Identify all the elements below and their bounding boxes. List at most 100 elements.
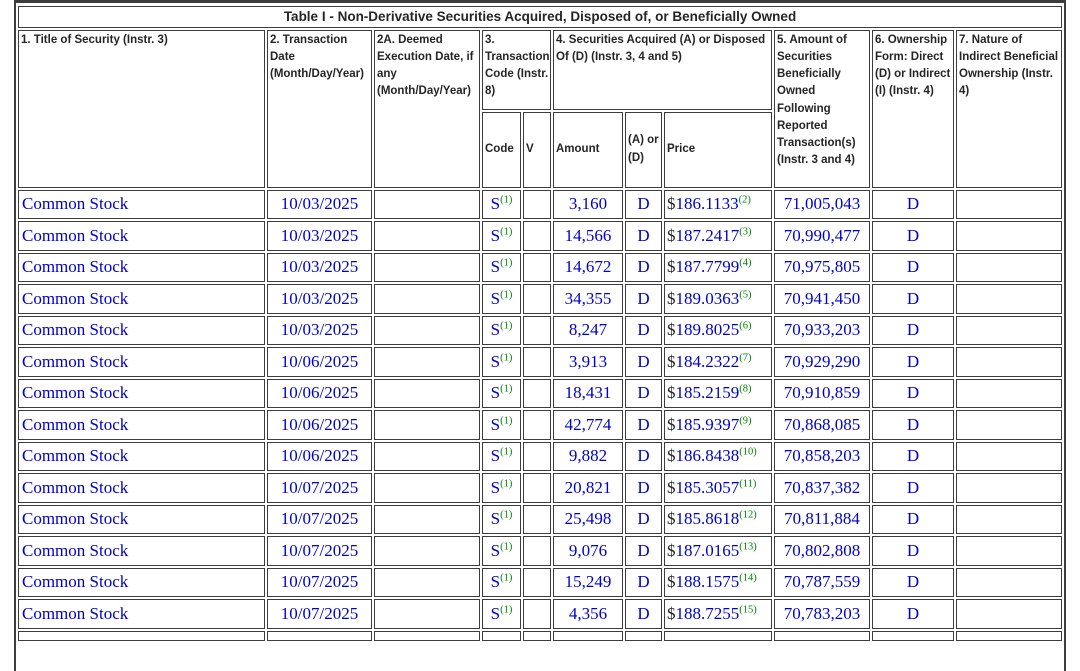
cell-voluntary-flag	[523, 410, 551, 440]
cell-transaction-code: S(1)	[482, 410, 521, 440]
cell-ownership-form: D	[872, 567, 954, 597]
cell-acquired-or-disposed: D	[625, 378, 662, 408]
cell-ownership-form: D	[872, 315, 954, 345]
cell-voluntary-flag	[523, 567, 551, 597]
cell-price: $188.1575(14)	[664, 567, 772, 597]
cell-amount: 3,160	[553, 189, 623, 219]
cell-amount: 20,821	[553, 473, 623, 503]
cell-transaction-date: 10/07/2025	[267, 567, 372, 597]
cell-nature-indirect	[956, 189, 1062, 219]
dollar-sign: $	[667, 414, 676, 434]
cell-amount: 34,355	[553, 284, 623, 314]
cell-ownership-form: D	[872, 221, 954, 251]
cell-ownership-form: D	[872, 252, 954, 282]
footnote-ref: (11)	[739, 478, 757, 490]
footnote-ref: (8)	[739, 383, 752, 395]
cell-voluntary-flag	[523, 536, 551, 566]
cell-price: $185.3057(11)	[664, 473, 772, 503]
footnote-ref: (2)	[738, 194, 751, 206]
cell-ownership-form: D	[872, 410, 954, 440]
footnote-ref: (12)	[739, 509, 757, 521]
footnote-ref: (1)	[500, 415, 513, 427]
cell-deemed-execution-date	[374, 315, 480, 345]
dollar-sign: $	[667, 509, 676, 529]
footnote-ref: (1)	[500, 509, 513, 521]
cell-transaction-date: 10/06/2025	[267, 378, 372, 408]
footnote-ref: (1)	[500, 446, 513, 458]
cell-voluntary-flag	[523, 599, 551, 629]
dollar-sign: $	[667, 477, 676, 497]
dollar-sign: $	[667, 383, 676, 403]
subheader-code: Code	[482, 111, 521, 188]
cell-shares-owned-following: 70,802,808	[774, 536, 870, 566]
cell-price: $188.7255(15)	[664, 599, 772, 629]
cell-nature-indirect	[956, 567, 1062, 597]
cell-amount: 14,672	[553, 252, 623, 282]
cell-voluntary-flag	[523, 347, 551, 377]
cell-shares-owned-following: 70,783,203	[774, 599, 870, 629]
cell-deemed-execution-date	[374, 410, 480, 440]
footnote-ref: (15)	[739, 604, 757, 616]
cell-title-of-security: Common Stock	[18, 504, 265, 534]
cell-transaction-code: S(1)	[482, 284, 521, 314]
dollar-sign: $	[667, 603, 676, 623]
table-i-non-derivative: Table I - Non-Derivative Securities Acqu…	[16, 4, 1064, 643]
cell-acquired-or-disposed: D	[625, 567, 662, 597]
dollar-sign: $	[667, 446, 676, 466]
cell-title-of-security: Common Stock	[18, 567, 265, 597]
top-border-rule	[16, 0, 1064, 3]
cell-deemed-execution-date	[374, 536, 480, 566]
cell-nature-indirect	[956, 252, 1062, 282]
footnote-ref: (7)	[739, 352, 752, 364]
cell-price: $186.8438(10)	[664, 441, 772, 471]
header-amount-owned-following: 5. Amount of Securities Beneficially Own…	[774, 29, 870, 188]
cell-title-of-security: Common Stock	[18, 252, 265, 282]
cell-voluntary-flag	[523, 189, 551, 219]
cell-shares-owned-following: 70,910,859	[774, 378, 870, 408]
footnote-ref: (9)	[739, 415, 752, 427]
cell-nature-indirect	[956, 221, 1062, 251]
cell-deemed-execution-date	[374, 567, 480, 597]
cell-shares-owned-following: 70,990,477	[774, 221, 870, 251]
cell-amount: 9,076	[553, 536, 623, 566]
cell-transaction-code: S(1)	[482, 504, 521, 534]
cell-shares-owned-following: 70,868,085	[774, 410, 870, 440]
cell-transaction-code: S(1)	[482, 599, 521, 629]
cell-shares-owned-following: 70,933,203	[774, 315, 870, 345]
cell-nature-indirect	[956, 378, 1062, 408]
cell-transaction-date: 10/03/2025	[267, 284, 372, 314]
footnote-ref: (1)	[500, 226, 513, 238]
cell-shares-owned-following: 70,941,450	[774, 284, 870, 314]
footnote-ref: (1)	[500, 383, 513, 395]
cell-acquired-or-disposed: D	[625, 441, 662, 471]
cell-title-of-security: Common Stock	[18, 410, 265, 440]
cell-transaction-date: 10/06/2025	[267, 347, 372, 377]
footnote-ref: (1)	[500, 541, 513, 553]
dollar-sign: $	[667, 540, 676, 560]
cell-title-of-security: Common Stock	[18, 473, 265, 503]
cell-title-of-security: Common Stock	[18, 441, 265, 471]
cell-transaction-date: 10/03/2025	[267, 252, 372, 282]
cell-price: $189.0363(5)	[664, 284, 772, 314]
cell-ownership-form: D	[872, 347, 954, 377]
cell-title-of-security: Common Stock	[18, 315, 265, 345]
cell-price: $187.7799(4)	[664, 252, 772, 282]
header-transaction-date: 2. Transaction Date (Month/Day/Year)	[267, 29, 372, 188]
dollar-sign: $	[667, 194, 676, 214]
cell-amount: 8,247	[553, 315, 623, 345]
table-row: Common Stock 10/03/2025 S(1) 8,247 D $18…	[18, 315, 1062, 345]
cell-price: $185.8618(12)	[664, 504, 772, 534]
dollar-sign: $	[667, 320, 676, 340]
footnote-ref: (1)	[500, 572, 513, 584]
cell-amount: 14,566	[553, 221, 623, 251]
cell-ownership-form: D	[872, 378, 954, 408]
cell-title-of-security: Common Stock	[18, 189, 265, 219]
cell-title-of-security: Common Stock	[18, 599, 265, 629]
cell-deemed-execution-date	[374, 189, 480, 219]
cell-voluntary-flag	[523, 504, 551, 534]
header-transaction-code: 3. Transaction Code (Instr. 8)	[482, 29, 551, 110]
subheader-a-or-d: (A) or (D)	[625, 111, 662, 188]
cell-voluntary-flag	[523, 221, 551, 251]
cell-title-of-security: Common Stock	[18, 221, 265, 251]
cell-amount: 42,774	[553, 410, 623, 440]
